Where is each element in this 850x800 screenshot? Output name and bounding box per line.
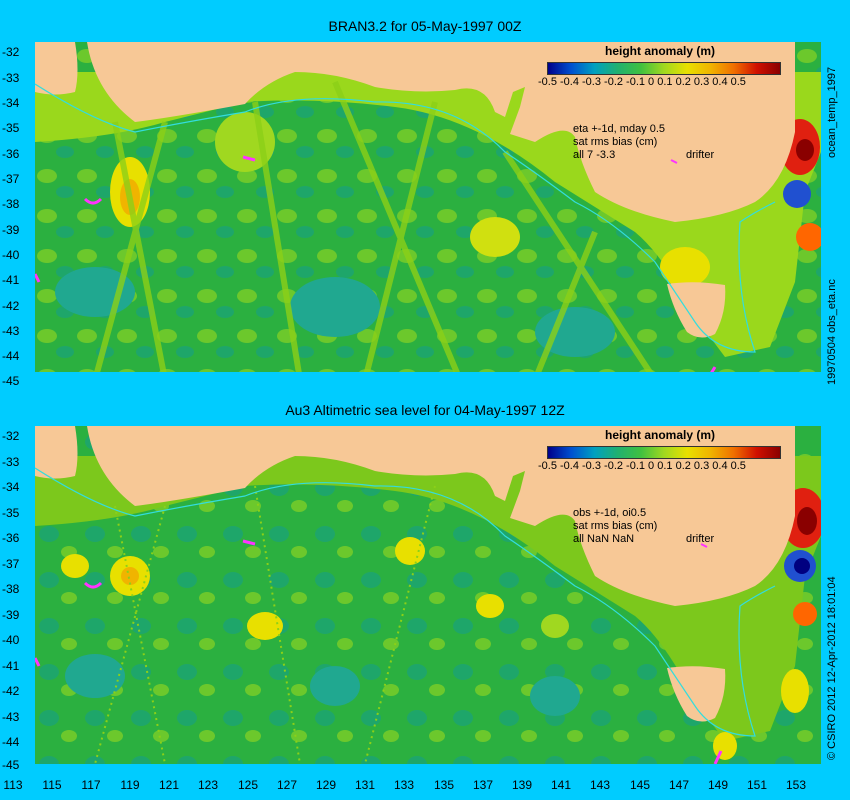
xtick: 139 <box>511 778 533 792</box>
bottom-note-2: sat rms bias (cm) <box>573 520 658 532</box>
bottom-ytick: -34 <box>2 480 20 494</box>
top-map <box>35 42 821 372</box>
bottom-drifter-label: drifter <box>686 533 715 545</box>
top-side-label: ocean_temp_1997 <box>826 66 838 158</box>
tasmania-land <box>667 666 726 722</box>
top-ytick: -32 <box>2 45 20 59</box>
bottom-ytick: -43 <box>2 710 20 724</box>
top-note-3: all 7 -3.3 <box>573 149 616 161</box>
bottom-colorbar-label: height anomaly (m) <box>605 428 716 442</box>
top-ytick: -37 <box>2 172 20 186</box>
bottom-ytick: -41 <box>2 659 20 673</box>
top-panel-title: BRAN3.2 for 05-May-1997 00Z <box>328 18 522 34</box>
xtick: 137 <box>472 778 494 792</box>
top-colorbar-label: height anomaly (m) <box>605 44 716 58</box>
bottom-ytick: -45 <box>2 758 20 772</box>
xtick: 153 <box>785 778 807 792</box>
bottom-note-1: obs +-1d, oi0.5 <box>573 507 647 519</box>
top-ytick: -44 <box>2 349 20 363</box>
xtick: 141 <box>550 778 572 792</box>
top-ytick: -45 <box>2 374 20 388</box>
bottom-ytick: -38 <box>2 582 20 596</box>
top-ytick: -36 <box>2 147 20 161</box>
bottom-ytick: -42 <box>2 684 20 698</box>
xtick: 127 <box>276 778 298 792</box>
top-note-1: eta +-1d, mday 0.5 <box>573 123 666 135</box>
bottom-panel-title: Au3 Altimetric sea level for 04-May-1997… <box>285 402 565 418</box>
xtick: 119 <box>120 778 140 792</box>
bottom-notes: obs +-1d, oi0.5 sat rms bias (cm) all Na… <box>573 507 657 546</box>
top-notes: eta +-1d, mday 0.5 sat rms bias (cm) all… <box>573 123 665 162</box>
top-ytick: -39 <box>2 223 20 237</box>
xtick: 135 <box>433 778 455 792</box>
mainland-land <box>75 426 795 606</box>
top-note-2: sat rms bias (cm) <box>573 136 658 148</box>
xtick: 133 <box>393 778 415 792</box>
xtick: 123 <box>197 778 219 792</box>
top-right-filename: 19970504 obs_eta.nc <box>826 279 838 385</box>
bottom-ytick: -44 <box>2 735 20 749</box>
bottom-ytick: -33 <box>2 455 20 469</box>
bottom-note-3: all NaN NaN <box>573 533 635 545</box>
xtick: 115 <box>42 778 62 792</box>
bottom-ytick: -37 <box>2 557 20 571</box>
top-ytick: -40 <box>2 248 20 262</box>
bottom-ytick: -32 <box>2 429 20 443</box>
xtick: 143 <box>589 778 611 792</box>
top-drifter-label: drifter <box>686 149 715 161</box>
top-ytick: -38 <box>2 197 20 211</box>
xtick: 113 <box>3 778 23 792</box>
bottom-ytick: -36 <box>2 531 20 545</box>
xtick: 117 <box>81 778 101 792</box>
top-ytick: -43 <box>2 324 20 338</box>
tasmania-land <box>667 282 726 338</box>
xtick: 131 <box>354 778 376 792</box>
xtick: 149 <box>707 778 729 792</box>
bottom-ytick: -35 <box>2 506 20 520</box>
bottom-right-copyright: © CSIRO 2012 12-Apr-2012 18:01:04 <box>826 576 838 760</box>
top-ytick: -41 <box>2 273 20 287</box>
xtick: 147 <box>668 778 690 792</box>
top-colorbar-ticks: -0.5 -0.4 -0.3 -0.2 -0.1 0 0.1 0.2 0.3 0… <box>538 76 746 88</box>
top-ytick: -33 <box>2 71 20 85</box>
top-ytick: -35 <box>2 121 20 135</box>
bottom-ytick: -40 <box>2 633 20 647</box>
bottom-map <box>35 426 821 764</box>
top-colorbar <box>547 62 781 75</box>
xtick: 151 <box>746 778 768 792</box>
mainland-land <box>75 42 795 222</box>
xtick: 125 <box>237 778 259 792</box>
xtick: 121 <box>158 778 180 792</box>
xtick: 145 <box>629 778 651 792</box>
top-ytick: -42 <box>2 299 20 313</box>
bottom-ytick: -39 <box>2 608 20 622</box>
top-ytick: -34 <box>2 96 20 110</box>
bottom-colorbar <box>547 446 781 459</box>
xtick: 129 <box>315 778 337 792</box>
bottom-colorbar-ticks: -0.5 -0.4 -0.3 -0.2 -0.1 0 0.1 0.2 0.3 0… <box>538 460 746 472</box>
